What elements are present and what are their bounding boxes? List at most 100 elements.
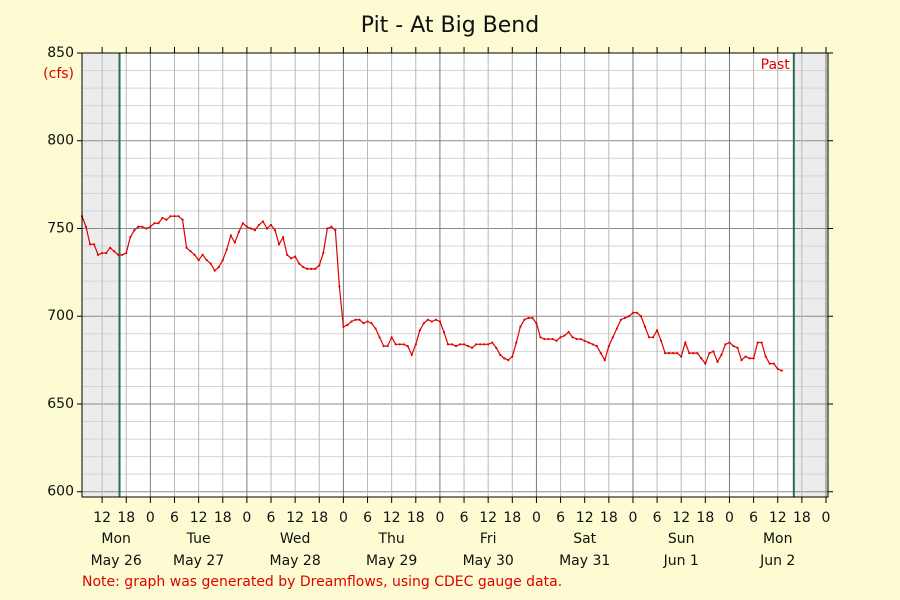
data-point	[547, 337, 550, 341]
data-point	[213, 269, 216, 272]
data-point	[535, 322, 538, 325]
data-point	[748, 357, 751, 360]
x-tick-label: 0	[822, 510, 831, 526]
data-point	[302, 266, 305, 269]
data-point	[744, 355, 747, 358]
weekday-label: Mon	[101, 531, 131, 547]
data-point	[326, 227, 329, 230]
x-tick-label: 18	[117, 510, 135, 526]
data-point	[109, 246, 112, 249]
date-label: Jun 2	[759, 553, 795, 569]
data-point	[664, 351, 667, 355]
data-point	[193, 253, 196, 256]
x-tick-label: 6	[170, 510, 179, 526]
data-point	[704, 362, 707, 365]
data-point	[631, 311, 635, 314]
data-point	[314, 267, 317, 270]
data-point	[237, 230, 240, 234]
data-point	[450, 343, 454, 346]
data-point	[583, 339, 586, 342]
data-point	[273, 229, 277, 232]
x-tick-label: 12	[479, 510, 497, 526]
data-point	[764, 355, 767, 358]
x-tick-label: 18	[503, 510, 521, 526]
x-tick-label: 18	[600, 510, 618, 526]
data-point	[394, 343, 397, 346]
data-point	[768, 362, 771, 365]
data-point	[732, 344, 735, 348]
data-point	[350, 320, 353, 323]
data-point	[245, 225, 248, 228]
data-point	[503, 357, 506, 360]
data-point	[334, 229, 337, 232]
data-point	[88, 243, 92, 246]
data-point	[475, 343, 478, 346]
data-point	[487, 343, 490, 346]
data-point	[655, 329, 659, 332]
data-point	[374, 327, 377, 330]
data-point	[121, 253, 124, 256]
y-tick-label: 700	[47, 308, 74, 324]
x-tick-label: 12	[576, 510, 594, 526]
data-point	[651, 336, 655, 339]
data-point	[760, 341, 763, 344]
data-point	[740, 359, 743, 362]
x-tick-label: 6	[653, 510, 662, 526]
data-point	[434, 318, 437, 321]
data-point	[736, 346, 739, 349]
data-point	[181, 218, 184, 221]
x-tick-label: 0	[146, 510, 155, 526]
data-point	[277, 243, 281, 246]
data-point	[137, 225, 140, 228]
data-point	[382, 344, 385, 348]
data-point	[105, 251, 108, 255]
data-point	[571, 336, 574, 339]
data-point	[165, 218, 168, 221]
x-tick-label: 6	[363, 510, 372, 526]
data-point	[660, 339, 663, 342]
data-point	[551, 337, 554, 341]
x-tick-label: 12	[93, 510, 111, 526]
data-point	[696, 351, 699, 355]
data-point	[249, 227, 253, 230]
x-tick-label: 0	[532, 510, 541, 526]
data-point	[483, 343, 486, 346]
data-point	[708, 351, 711, 355]
x-tick-label: 6	[556, 510, 565, 526]
data-point	[113, 250, 116, 253]
data-point	[298, 262, 301, 265]
weekday-label: Mon	[763, 531, 793, 547]
data-point	[406, 344, 409, 348]
window-label: Past	[761, 57, 791, 73]
x-tick-label: 18	[214, 510, 232, 526]
data-point	[519, 325, 522, 328]
data-point	[285, 253, 289, 256]
weekday-label: Sat	[573, 531, 596, 547]
date-label: Jun 1	[663, 553, 699, 569]
data-point	[684, 341, 687, 344]
data-point	[370, 322, 373, 325]
data-point	[92, 243, 96, 246]
data-point	[306, 267, 309, 270]
data-point	[635, 311, 639, 314]
data-point	[462, 343, 466, 346]
x-tick-label: 12	[672, 510, 690, 526]
x-tick-label: 18	[793, 510, 811, 526]
data-point	[386, 344, 389, 348]
data-point	[257, 223, 261, 227]
shade-before	[82, 53, 120, 497]
data-point	[579, 337, 582, 341]
data-point	[555, 339, 558, 342]
weekday-label: Tue	[186, 531, 211, 547]
data-point	[611, 336, 614, 339]
data-point	[354, 318, 357, 321]
data-point	[426, 318, 429, 321]
data-point	[724, 343, 727, 346]
data-point	[157, 222, 160, 225]
data-point	[310, 267, 313, 270]
data-point	[209, 262, 212, 265]
data-point	[780, 369, 783, 372]
weekday-label: Wed	[280, 531, 311, 547]
data-point	[756, 341, 759, 344]
